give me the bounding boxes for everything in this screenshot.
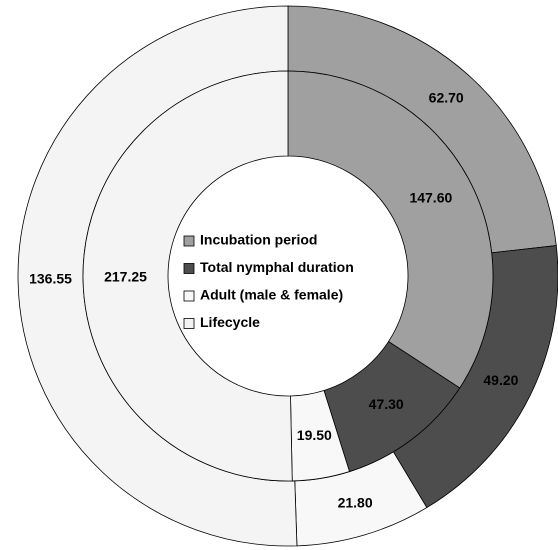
legend-swatch — [183, 235, 195, 247]
legend-label: Incubation period — [200, 232, 317, 248]
legend-swatch — [183, 290, 195, 302]
legend-label: Lifecycle — [200, 314, 260, 330]
value-label: 217.25 — [104, 268, 147, 284]
value-label: 136.55 — [29, 271, 72, 287]
donut-slice — [287, 70, 494, 389]
legend-swatch — [183, 263, 195, 274]
value-label: 19.50 — [297, 427, 332, 443]
value-label: 47.30 — [369, 396, 404, 412]
legend-swatch — [183, 318, 195, 329]
legend-label: Adult (male & female) — [200, 287, 343, 303]
value-label: 147.60 — [409, 189, 452, 205]
value-label: 49.20 — [483, 372, 518, 388]
value-label: 21.80 — [338, 495, 373, 511]
donut-slice — [82, 70, 293, 482]
legend-label: Total nymphal duration — [200, 259, 354, 275]
value-label: 62.70 — [429, 90, 464, 106]
